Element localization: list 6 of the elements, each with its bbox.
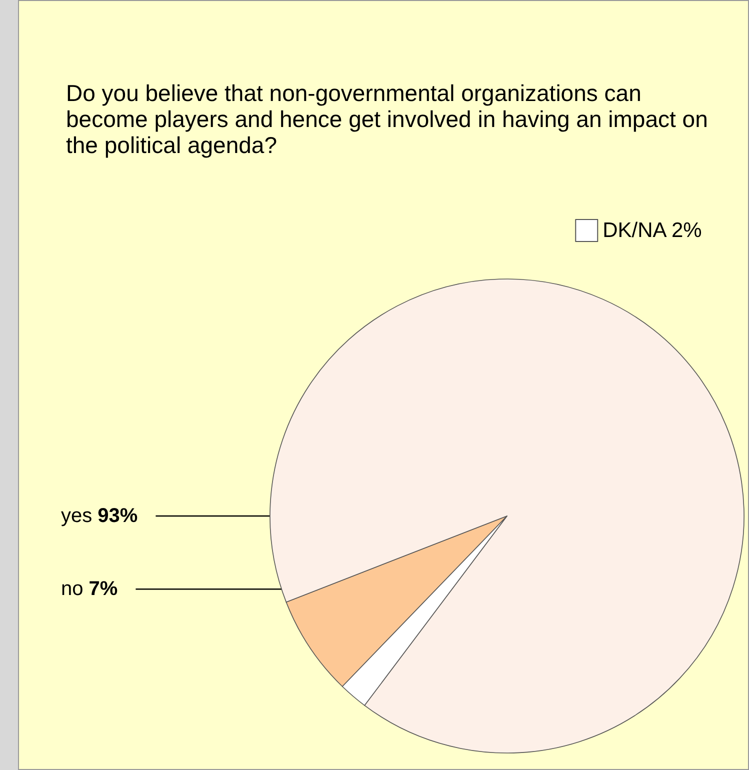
data-label: 93% (98, 505, 138, 527)
chart-title: Do you believe that non-governmental organizations can become players and hence get involved in having an impact on the political agenda? (66, 80, 714, 158)
legend-label: DK/NA 2% (602, 219, 702, 242)
slice-label: yes (61, 505, 98, 527)
data-label: 7% (88, 578, 118, 600)
slice-label: no (61, 578, 89, 600)
